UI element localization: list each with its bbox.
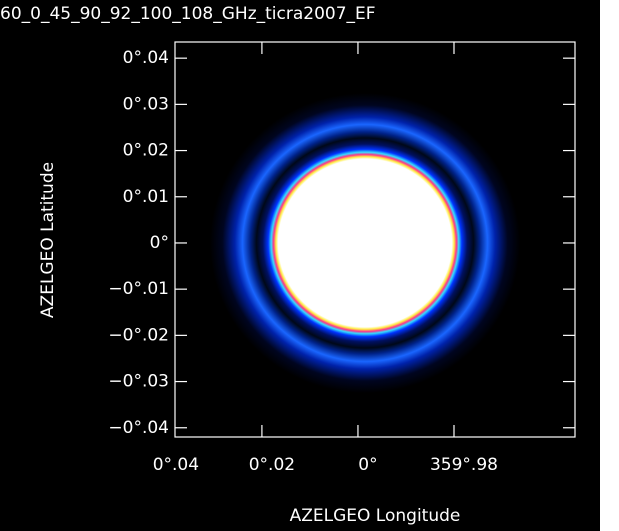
- x-tick-label: 0°.02: [249, 455, 295, 475]
- margin: [600, 0, 619, 531]
- y-tick-label: 0°.01: [123, 187, 169, 207]
- y-tick-label: 0°.03: [123, 94, 169, 114]
- y-tick-label: 0°.04: [123, 48, 169, 68]
- x-tick-label: 0°.04: [153, 455, 199, 475]
- y-tick-label: −0°.03: [108, 372, 169, 392]
- y-tick-label: 0°: [150, 233, 169, 253]
- chart-title: 60_0_45_90_92_100_108_GHz_ticra2007_EF: [0, 4, 376, 24]
- y-tick-label: −0°.01: [108, 279, 169, 299]
- y-tick-label: −0°.04: [108, 418, 169, 438]
- plot-frame: [174, 41, 576, 438]
- y-tick-label: −0°.02: [108, 325, 169, 345]
- x-axis-label: AZELGEO Longitude: [290, 506, 461, 526]
- y-tick-label: 0°.02: [123, 141, 169, 161]
- x-tick-label: 359°.98: [430, 455, 498, 475]
- x-tick-label: 0°: [358, 455, 377, 475]
- y-axis-label: AZELGEO Latitude: [38, 162, 58, 318]
- beam-image: [210, 93, 520, 393]
